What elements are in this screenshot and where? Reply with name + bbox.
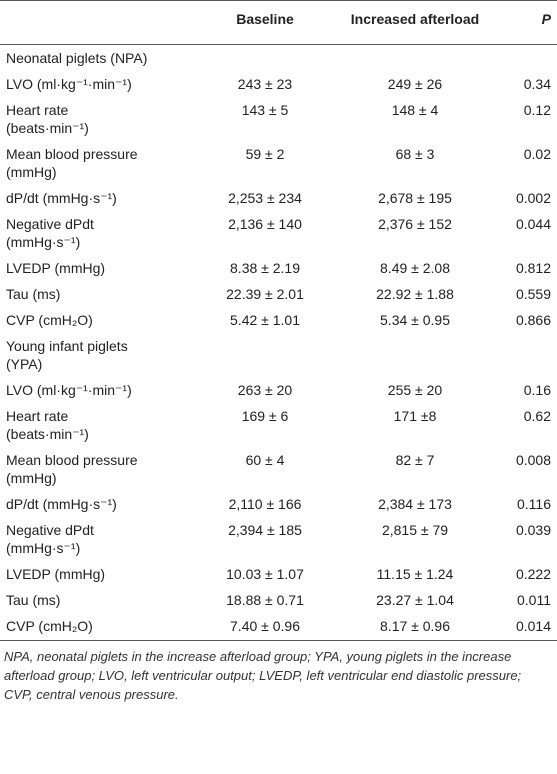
row-label: Negative dPdt (mmHg·s⁻¹) — [6, 522, 94, 556]
row-label: LVEDP (mmHg) — [6, 566, 106, 582]
header-cell: P — [490, 0, 557, 45]
cell: 2,376 ± 152 — [378, 216, 452, 232]
row-label: CVP (cmH₂O) — [0, 613, 190, 641]
data-row: Tau (ms) 18.88 ± 0.71 23.27 ± 1.04 0.011 — [0, 587, 557, 613]
table-body: Neonatal piglets (NPA) LVO (ml·kg⁻¹·min⁻¹… — [0, 45, 557, 641]
cell: 0.16 — [523, 382, 551, 398]
empty-cell — [190, 45, 340, 72]
empty-cell — [490, 333, 557, 377]
cell: 8.38 ± 2.19 — [230, 260, 300, 276]
section-row: Young infant piglets (YPA) — [0, 333, 557, 377]
cell: 22.39 ± 2.01 — [226, 286, 304, 302]
row-label: Tau (ms) — [6, 286, 61, 302]
data-row: Negative dPdt (mmHg·s⁻¹) 2,136 ± 140 2,376… — [0, 211, 557, 255]
cell: 148 ± 4 — [391, 102, 439, 118]
cell: 143 ± 5 — [241, 102, 289, 118]
cell: 5.34 ± 0.95 — [380, 312, 450, 328]
empty-cell — [340, 45, 490, 72]
cell: 18.88 ± 0.71 — [226, 592, 304, 608]
row-label: Neonatal piglets (NPA) — [6, 50, 148, 66]
empty-cell — [490, 45, 557, 72]
cell: 0.866 — [515, 312, 551, 328]
row-label: Mean blood pressure (mmHg) — [6, 146, 138, 180]
cell: 0.812 — [515, 260, 551, 276]
data-row: LVEDP (mmHg) 8.38 ± 2.19 8.49 ± 2.08 0.812 — [0, 255, 557, 281]
data-row: Heart rate (beats·min⁻¹) 169 ± 6 171 ±8 0.6… — [0, 403, 557, 447]
cell: 8.17 ± 0.96 — [340, 613, 490, 641]
cell: 0.34 — [523, 76, 551, 92]
cell: 2,110 ± 166 — [228, 496, 302, 512]
data-table: Baseline Increased afterload P Neonatal pi… — [0, 0, 557, 641]
data-row: dP/dt (mmHg·s⁻¹) 2,110 ± 166 2,384 ± 173 0.… — [0, 491, 557, 517]
row-label: CVP (cmH₂O) — [6, 312, 93, 328]
data-row: Negative dPdt (mmHg·s⁻¹) 2,394 ± 185 2,815… — [0, 517, 557, 561]
cell: 0.044 — [515, 216, 551, 232]
section-row: Neonatal piglets (NPA) — [0, 45, 557, 72]
cell: 11.15 ± 1.24 — [376, 566, 454, 582]
cell: 0.222 — [515, 566, 551, 582]
row-label: LVO (ml·kg⁻¹·min⁻¹) — [6, 382, 132, 398]
empty-cell — [190, 333, 340, 377]
row-label: dP/dt (mmHg·s⁻¹) — [6, 190, 117, 206]
data-row: dP/dt (mmHg·s⁻¹) 2,253 ± 234 2,678 ± 195 0.… — [0, 185, 557, 211]
cell: 171 ±8 — [393, 408, 437, 424]
cell: 0.011 — [517, 592, 551, 608]
cell: 82 ± 7 — [395, 452, 435, 468]
row-label: Heart rate (beats·min⁻¹) — [6, 408, 89, 442]
cell: 249 ± 26 — [387, 76, 443, 92]
empty-cell — [340, 333, 490, 377]
cell: 2,136 ± 140 — [228, 216, 302, 232]
cell: 68 ± 3 — [395, 146, 435, 162]
cell: 169 ± 6 — [241, 408, 289, 424]
cell: 10.03 ± 1.07 — [226, 566, 304, 582]
data-row: LVO (ml·kg⁻¹·min⁻¹) 243 ± 23 249 ± 26 0.34 — [0, 71, 557, 97]
cell: 8.49 ± 2.08 — [380, 260, 450, 276]
header-row: Baseline Increased afterload P — [0, 0, 557, 45]
data-row: LVEDP (mmHg) 10.03 ± 1.07 11.15 ± 1.24 0.22… — [0, 561, 557, 587]
cell: 22.92 ± 1.88 — [376, 286, 454, 302]
cell: 0.559 — [515, 286, 551, 302]
cell: 0.008 — [515, 452, 551, 468]
cell: 60 ± 4 — [245, 452, 285, 468]
row-label: dP/dt (mmHg·s⁻¹) — [6, 496, 117, 512]
cell: 263 ± 20 — [237, 382, 293, 398]
cell: 2,394 ± 185 — [228, 522, 302, 538]
data-row: CVP (cmH₂O) 5.42 ± 1.01 5.34 ± 0.95 0.866 — [0, 307, 557, 333]
cell: 2,253 ± 234 — [228, 190, 302, 206]
row-label: Young infant piglets (YPA) — [6, 338, 128, 372]
footnote: NPA, neonatal piglets in the increase af… — [4, 649, 522, 702]
cell: 2,815 ± 79 — [381, 522, 449, 538]
cell: 0.12 — [523, 102, 551, 118]
row-label: Tau (ms) — [6, 592, 61, 608]
cell: 0.62 — [523, 408, 551, 424]
row-label: LVO (ml·kg⁻¹·min⁻¹) — [6, 76, 132, 92]
row-label: Mean blood pressure (mmHg) — [6, 452, 138, 486]
cell: 2,678 ± 195 — [378, 190, 452, 206]
header-cell: Increased afterload — [340, 0, 490, 45]
header-cell: Baseline — [190, 0, 340, 45]
cell: 2,384 ± 173 — [378, 496, 452, 512]
cell: 23.27 ± 1.04 — [376, 592, 454, 608]
cell: 5.42 ± 1.01 — [230, 312, 300, 328]
cell: 255 ± 20 — [387, 382, 443, 398]
cell: 0.039 — [515, 522, 551, 538]
cell: 0.014 — [490, 613, 557, 641]
row-label: LVEDP (mmHg) — [6, 260, 106, 276]
row-label: Heart rate (beats·min⁻¹) — [6, 102, 89, 136]
cell: 0.002 — [515, 190, 551, 206]
cell: 7.40 ± 0.96 — [190, 613, 340, 641]
data-row: Tau (ms) 22.39 ± 2.01 22.92 ± 1.88 0.559 — [0, 281, 557, 307]
data-row: Mean blood pressure (mmHg) 59 ± 2 68 ± 3 0.… — [0, 141, 557, 185]
cell: 0.116 — [517, 496, 551, 512]
data-row: CVP (cmH₂O) 7.40 ± 0.96 8.17 ± 0.96 0.014 — [0, 613, 557, 641]
data-row: LVO (ml·kg⁻¹·min⁻¹) 263 ± 20 255 ± 20 0.16 — [0, 377, 557, 403]
row-label: Negative dPdt (mmHg·s⁻¹) — [6, 216, 94, 250]
data-row: Mean blood pressure (mmHg) 60 ± 4 82 ± 7 0.… — [0, 447, 557, 491]
cell: 243 ± 23 — [237, 76, 293, 92]
cell: 59 ± 2 — [245, 146, 285, 162]
header-cell — [0, 0, 190, 45]
cell: 0.02 — [523, 146, 551, 162]
data-row: Heart rate (beats·min⁻¹) 143 ± 5 148 ± 4 0.… — [0, 97, 557, 141]
